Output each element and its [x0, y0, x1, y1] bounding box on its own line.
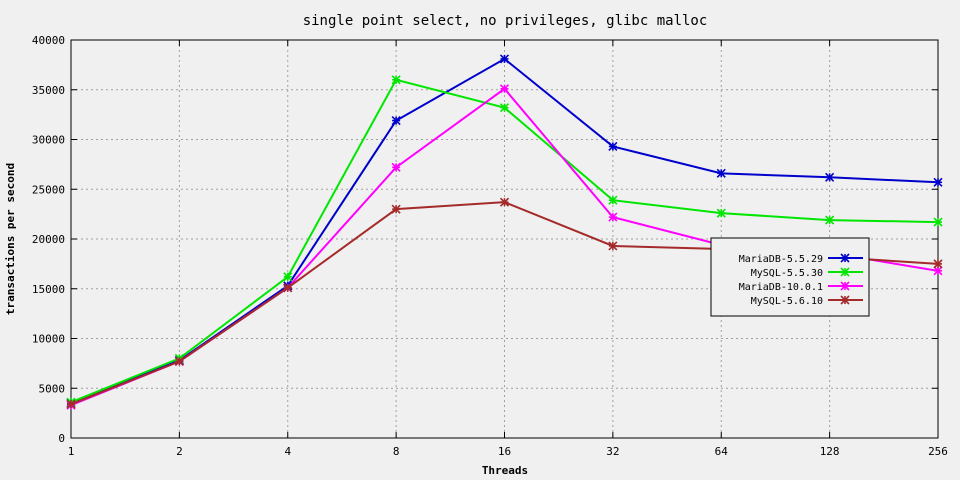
- data-point-mysql-5-6-10: [391, 204, 401, 214]
- legend-marker-mysql-5-5-30: [840, 267, 850, 277]
- legend: MariaDB-5.5.29 MySQL-5.5.30 MariaDB-10.0.1…: [710, 237, 870, 317]
- y-axis-ticks: 0 5000 10000 15000 20000 25000 30000 35000 40000: [32, 34, 938, 445]
- x-tick-label: 1: [68, 445, 75, 458]
- chart-title: single point select, no privileges, glib…: [303, 13, 708, 29]
- y-tick-label: 35000: [32, 84, 65, 97]
- legend-marker-mysql-5-6-10: [840, 295, 850, 305]
- data-point-mysql-5-5-30: [933, 217, 943, 227]
- legend-label-mariadb-5-5-29: MariaDB-5.5.29: [739, 254, 823, 265]
- data-point-mariadb-5-5-29: [608, 141, 618, 152]
- legend-label-mariadb-10-0-1: MariaDB-10.0.1: [739, 282, 823, 293]
- data-point-mysql-5-5-30: [283, 272, 293, 282]
- x-tick-label: 256: [928, 445, 948, 458]
- x-tick-label: 2: [176, 445, 183, 458]
- y-tick-label: 5000: [39, 382, 66, 395]
- data-point-mariadb-10-0-1: [391, 162, 401, 172]
- data-point-mysql-5-6-10: [174, 356, 184, 366]
- data-point-mysql-5-6-10: [66, 399, 76, 409]
- x-tick-label: 4: [284, 445, 291, 458]
- data-point-mariadb-10-0-1: [933, 266, 943, 276]
- data-point-mysql-5-6-10: [933, 259, 943, 269]
- data-point-mariadb-5-5-29: [825, 172, 835, 182]
- x-axis-ticks: 1 2 4 8 16 32 64 128 256: [68, 40, 948, 458]
- y-tick-label: 15000: [32, 283, 65, 296]
- x-tick-label: 32: [606, 445, 619, 458]
- y-tick-label: 25000: [32, 183, 65, 196]
- x-tick-label: 128: [820, 445, 840, 458]
- x-tick-label: 16: [498, 445, 511, 458]
- data-point-mariadb-10-0-1: [608, 212, 618, 222]
- x-axis-label: Threads: [482, 464, 528, 477]
- data-point-mysql-5-5-30: [608, 195, 618, 205]
- data-point-mysql-5-6-10: [499, 197, 510, 207]
- x-tick-label: 8: [393, 445, 400, 458]
- y-tick-label: 20000: [32, 233, 65, 246]
- data-point-mariadb-5-5-29: [391, 116, 401, 126]
- data-point-mariadb-10-0-1: [499, 84, 510, 94]
- legend-marker-mariadb-10-0-1: [840, 281, 850, 291]
- data-point-mysql-5-5-30: [391, 75, 401, 85]
- y-tick-label: 30000: [32, 134, 65, 147]
- legend-box: [710, 237, 870, 317]
- data-point-mariadb-5-5-29: [933, 177, 943, 187]
- y-tick-label: 0: [58, 432, 65, 445]
- data-point-mariadb-5-5-29: [499, 54, 510, 64]
- data-point-mysql-5-5-30: [716, 208, 726, 218]
- x-tick-label: 64: [715, 445, 729, 458]
- y-tick-label: 40000: [32, 34, 65, 47]
- y-axis-label: transactions per second: [4, 163, 17, 315]
- legend-marker-mariadb-5-5-29: [840, 253, 850, 263]
- data-point-mariadb-5-5-29: [716, 168, 726, 178]
- data-point-mysql-5-6-10: [608, 241, 618, 251]
- data-point-mysql-5-6-10: [283, 283, 293, 293]
- data-point-mysql-5-5-30: [499, 103, 510, 113]
- y-tick-label: 10000: [32, 333, 65, 346]
- legend-label-mysql-5-5-30: MySQL-5.5.30: [751, 268, 823, 279]
- data-point-mysql-5-5-30: [825, 215, 835, 225]
- legend-label-mysql-5-6-10: MySQL-5.6.10: [751, 296, 823, 307]
